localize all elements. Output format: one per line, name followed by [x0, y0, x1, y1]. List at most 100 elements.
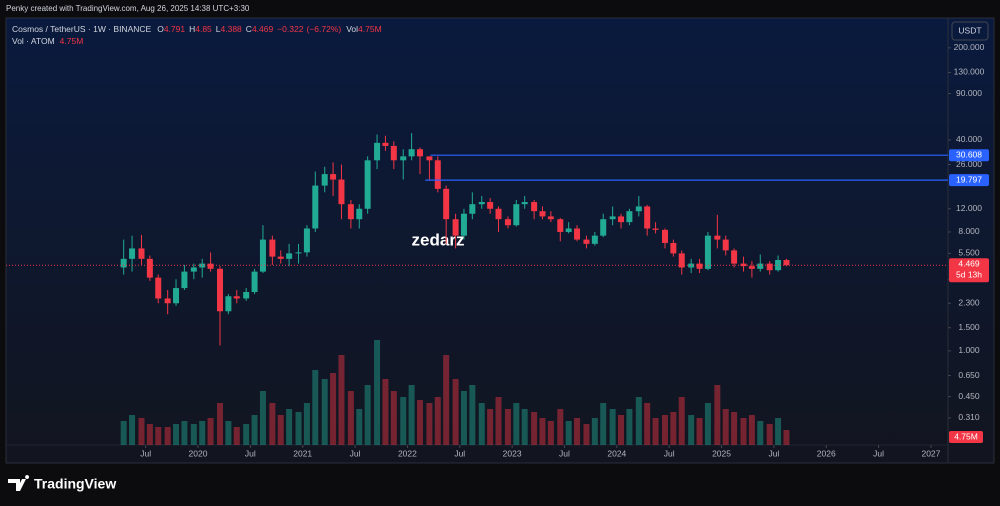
- candle-body: [416, 149, 423, 157]
- y-tick-label: 5.500: [958, 248, 980, 258]
- volume-bar: [722, 409, 729, 445]
- volume-bar: [382, 379, 389, 445]
- volume-bar: [259, 391, 266, 445]
- candle-body: [321, 174, 328, 186]
- volume-bar: [217, 403, 224, 445]
- candle-body: [670, 242, 677, 254]
- last-price-pill: [949, 258, 989, 283]
- candle-body: [146, 258, 153, 278]
- footer-brand: TradingView: [34, 476, 116, 492]
- y-tick-label: 0.650: [958, 370, 980, 380]
- candle-body: [775, 260, 782, 271]
- candle-body: [495, 208, 502, 220]
- candle-body: [504, 219, 511, 226]
- candle-body: [129, 248, 136, 259]
- candle-body: [312, 185, 319, 229]
- volume-bar: [495, 397, 502, 445]
- y-tick-label: 1.500: [958, 322, 980, 332]
- candle-body: [382, 142, 389, 146]
- y-tick-label: 0.310: [958, 412, 980, 422]
- header: Penky created with TradingView.com, Aug …: [6, 4, 250, 13]
- candle-body: [766, 263, 773, 271]
- volume-bar: [783, 430, 790, 445]
- volume-bar: [478, 403, 485, 445]
- legend-line: Cosmos / TetherUS · 1W · BINANCE O4.791 H4…: [12, 24, 382, 34]
- symbol: Cosmos / TetherUS · 1W · BINANCE: [12, 24, 152, 34]
- x-tick-label: Jul: [454, 448, 465, 458]
- volume-bar: [591, 418, 598, 445]
- volume-bar: [574, 418, 581, 445]
- volume-bar: [434, 397, 441, 445]
- volume-pill-label: 4.75M: [954, 431, 978, 441]
- footer-logo: [8, 475, 30, 491]
- x-tick-label: 2021: [293, 448, 312, 458]
- volume-bar: [469, 385, 476, 445]
- volume-bar: [233, 427, 240, 445]
- volume-bar: [688, 415, 695, 445]
- candle-body: [338, 179, 345, 205]
- volume-bar: [286, 409, 293, 445]
- candle-body: [277, 256, 284, 259]
- candle-body: [295, 252, 302, 254]
- candle-body: [565, 228, 572, 232]
- candle-body: [173, 288, 180, 304]
- volume-bar: [547, 421, 554, 445]
- candle-body: [251, 271, 258, 293]
- candle-body: [644, 206, 651, 229]
- volume-bar: [190, 424, 197, 445]
- candle-body: [513, 204, 520, 226]
- volume-bar: [748, 415, 755, 445]
- volume-bar: [626, 409, 633, 445]
- candle-body: [557, 219, 564, 232]
- candle-body: [408, 149, 415, 157]
- candle-body: [626, 211, 633, 223]
- candle-body: [574, 228, 581, 240]
- candle-body: [714, 235, 721, 240]
- volume-bar: [225, 421, 232, 445]
- candle-body: [487, 202, 494, 209]
- y-tick-label: 130.000: [954, 67, 985, 77]
- volume-bar: [565, 421, 572, 445]
- volume-bar: [426, 403, 433, 445]
- volume-bar: [766, 424, 773, 445]
- y-tick-label: 8.000: [958, 226, 980, 236]
- volume-bar: [757, 421, 764, 445]
- currency-box[interactable]: [951, 21, 989, 41]
- y-tick-label: 40.000: [956, 134, 982, 144]
- volume-bar: [173, 424, 180, 445]
- y-tick-label: 1.000: [958, 345, 980, 355]
- volume-bar: [277, 415, 284, 445]
- candle-body: [469, 204, 476, 214]
- volume-bar: [583, 424, 590, 445]
- volume-bar: [390, 391, 397, 445]
- candle-body: [731, 250, 738, 264]
- volume-bar: [321, 379, 328, 445]
- change: −0.322: [277, 24, 304, 34]
- y-tick-label: 90.000: [956, 88, 982, 98]
- volume-bar: [356, 409, 363, 445]
- candle-body: [426, 156, 433, 161]
- volume-value: 4.75M: [60, 36, 84, 46]
- volume-bar: [312, 370, 319, 445]
- candle-body: [460, 213, 467, 236]
- currency: USDT: [958, 25, 981, 35]
- volume-bar: [400, 397, 407, 445]
- price-pill: [949, 174, 989, 187]
- volume-bar: [408, 385, 415, 445]
- volume-bar: [243, 424, 250, 445]
- candle-body: [443, 188, 450, 220]
- candle-body: [259, 239, 266, 272]
- x-tick-label: 2027: [921, 448, 940, 458]
- candle-body: [181, 271, 188, 289]
- candle-body: [452, 219, 459, 236]
- candle-body: [635, 206, 642, 212]
- ohlc-key: C: [246, 24, 252, 34]
- volume-bar: [661, 415, 668, 445]
- candle-body: [356, 208, 363, 220]
- candle-body: [652, 228, 659, 230]
- ohlc-value: 4.469: [252, 24, 274, 34]
- volume-title: Vol · ATOM: [12, 36, 55, 46]
- volume-bar: [487, 409, 494, 445]
- volume-bar: [164, 427, 171, 445]
- candle-body: [243, 292, 250, 299]
